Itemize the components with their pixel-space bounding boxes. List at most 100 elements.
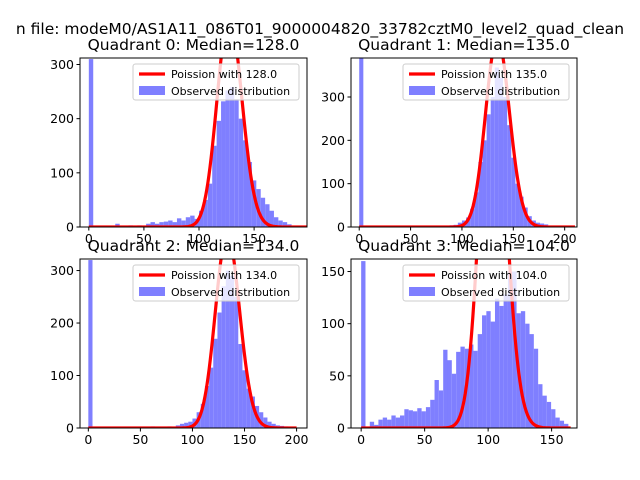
histogram-bar [260,197,266,227]
plot-area [88,58,307,227]
histogram-bar [246,388,251,428]
legend: Poission with 128.0 Observed distribution [132,63,300,101]
histogram-bar [555,417,560,428]
x-tick-label: 100 [181,432,205,447]
histogram-bar [204,386,210,428]
quadrant-3-panel: 0 50 100 150 0 50 100 150 Quadrant 3: Median=104… [321,237,578,447]
legend-label-observed: Observed distribution [441,85,560,98]
histogram-bar [176,218,182,227]
histogram-bar [185,217,191,227]
histogram-bar [490,321,495,428]
histogram-bar [225,90,230,227]
histogram-bar [184,422,189,428]
legend-label-observed: Observed distribution [171,286,290,299]
histogram-bar [529,334,534,428]
histogram-bar [425,407,431,428]
x-tick-label: 50 [403,231,419,246]
x-tick-label: 100 [187,231,211,246]
axes-frame [79,258,308,429]
histogram-bar [115,223,120,227]
x-tick-label: 150 [501,231,525,246]
histogram-bar [213,338,218,428]
histogram-bar [190,215,195,227]
legend: Poission with 134.0 Observed distribution [132,264,300,302]
x-tick-label: 200 [285,432,309,447]
histogram-bar [525,323,530,428]
histogram-bar [179,423,185,428]
x-tick-label: 200 [553,231,577,246]
legend: Poission with 104.0 Observed distribution [402,264,570,302]
x-tick-label: 50 [417,432,433,447]
chart-title: Quadrant 3: Median=104.0 [358,237,570,255]
histogram-bar [154,223,160,227]
axes-frame [79,57,308,228]
histogram-bar [486,311,491,428]
histogram-bar [474,192,479,227]
legend-label-observed: Observed distribution [171,85,290,98]
histogram-bar [250,396,255,428]
histogram-bar [212,145,217,227]
legend-label-poisson: Poission with 104.0 [441,269,547,282]
y-tick-label: 300 [321,90,345,105]
histogram-bar [460,346,465,428]
legend-bar-swatch [409,287,435,296]
histogram-bar [159,222,164,227]
histogram-bar [207,183,213,227]
histogram-bar [163,221,169,227]
histogram-bar [247,162,252,227]
histogram-bar [242,370,247,428]
y-tick-label: 100 [321,176,345,191]
legend: Poission with 135.0 Observed distribution [402,63,570,101]
histogram-bar [359,58,364,227]
histogram-bar [146,223,151,227]
histogram-bar [498,77,504,227]
histogram-bar [278,220,283,227]
histogram-bar [478,162,483,227]
y-tick-label: 0 [66,220,74,235]
legend-box [132,264,300,302]
x-tick-label: 50 [136,231,152,246]
x-tick-label: 150 [540,432,564,447]
y-tick-label: 0 [66,421,74,436]
histogram-bar [519,196,524,227]
y-tick-label: 100 [50,368,74,383]
histogram-bar [503,294,508,428]
histogram-bar [216,120,222,227]
x-tick-label: 0 [85,231,93,246]
histogram-bar [507,271,513,428]
histogram-bar [238,118,244,227]
legend-box [402,264,570,302]
histogram-bar [430,399,435,428]
y-tick-label: 100 [50,165,74,180]
histogram-bar [229,275,235,428]
y-tick-label: 0 [337,421,345,436]
histogram-bar [199,210,204,227]
histogram-bar [511,157,516,227]
y-tick-label: 200 [50,111,74,126]
histogram-bar [447,360,452,428]
plot-area [358,58,576,227]
histogram-bar [243,140,248,227]
plot-area [360,259,571,428]
y-tick-label: 200 [50,316,74,331]
x-tick-label: 0 [84,432,92,447]
histogram-bar [181,220,186,227]
histogram-bar [168,220,173,227]
histogram-bar [221,101,226,227]
histogram-bar [271,423,276,428]
chart-title: Quadrant 1: Median=135.0 [358,36,570,54]
histogram-bar [267,421,272,428]
legend-bar-swatch [139,86,165,95]
x-tick-label: 0 [357,432,365,447]
histogram-bar [520,311,526,428]
x-tick-label: 150 [233,432,257,447]
histogram-bar [542,395,547,428]
chart-title: Quadrant 2: Median=134.0 [88,237,300,255]
histogram-bar [523,207,528,227]
legend-label-poisson: Poission with 135.0 [441,68,547,81]
histogram-bar [369,421,375,428]
histogram-bar [221,286,226,428]
histogram-bar [551,409,556,428]
histogram-bar [229,87,235,227]
